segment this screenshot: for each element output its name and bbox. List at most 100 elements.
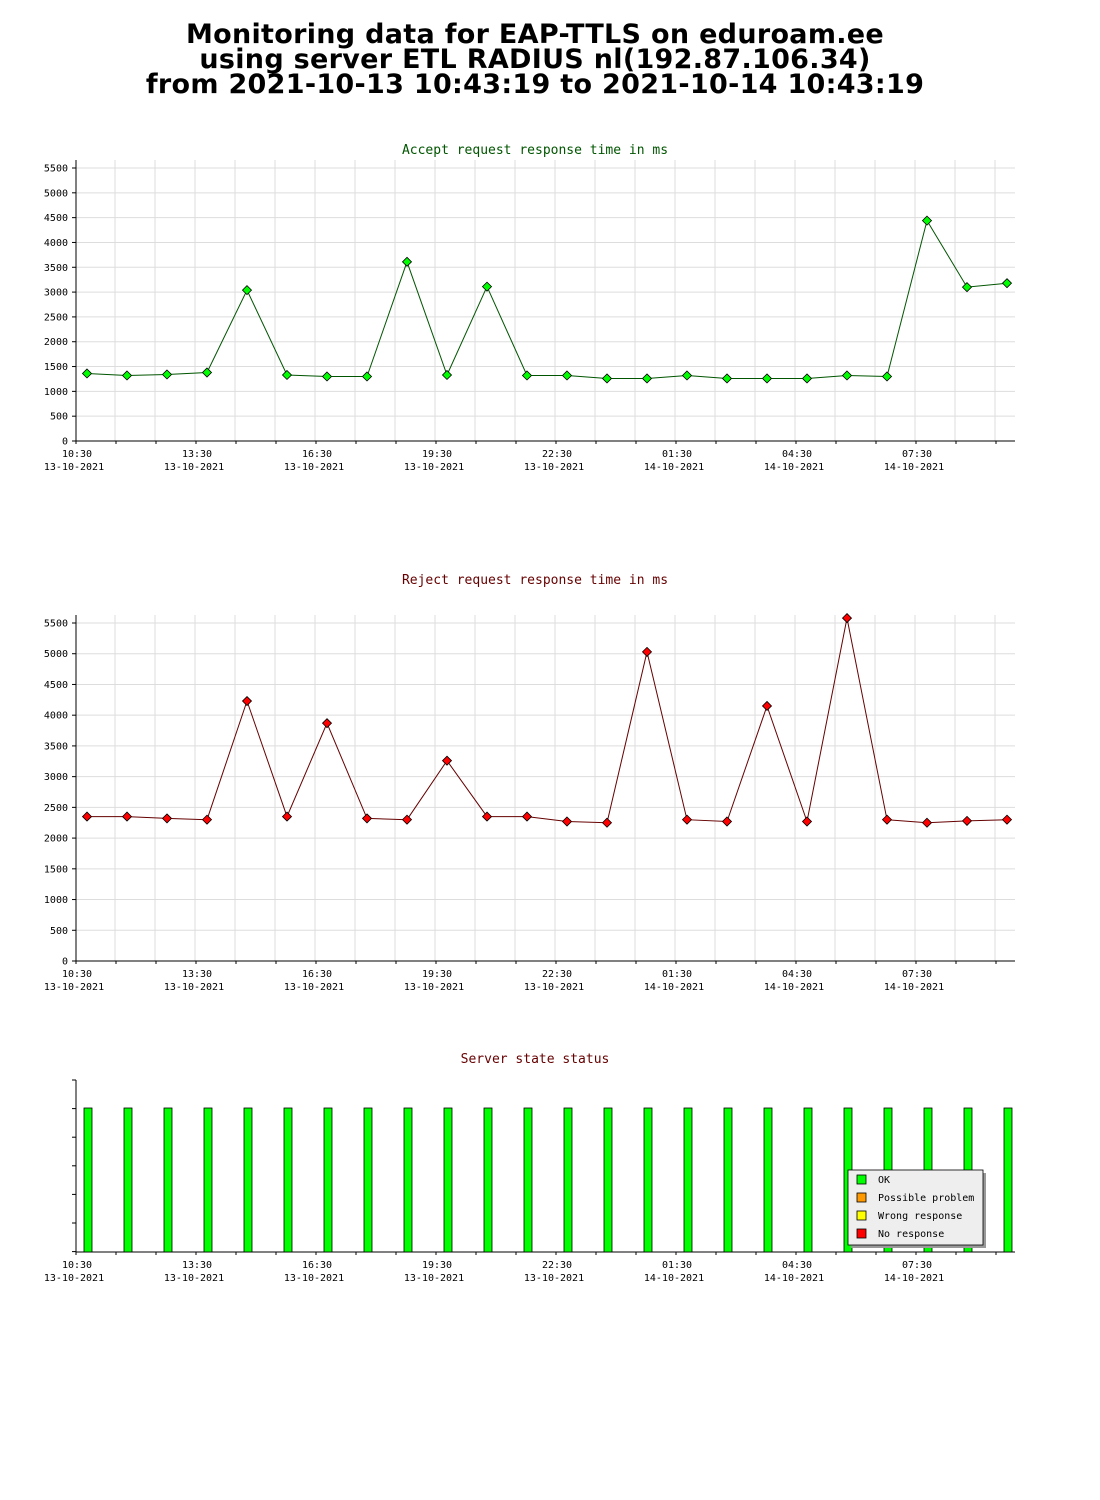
accept-data-point — [321, 371, 333, 382]
reject-x-tick-date: 13-10-2021 — [284, 982, 344, 993]
status-x-tick-date: 13-10-2021 — [164, 1273, 224, 1284]
accept-data-point — [601, 373, 613, 384]
accept-x-tick-date: 14-10-2021 — [764, 462, 824, 473]
accept-x-tick-date: 13-10-2021 — [524, 462, 584, 473]
reject-x-tick-time: 07:30 — [902, 969, 932, 980]
reject-data-point — [481, 811, 493, 822]
accept-y-tick-label: 3000 — [44, 288, 68, 299]
accept-data-point — [481, 281, 493, 292]
status-x-tick-time: 01:30 — [662, 1260, 692, 1271]
status-x-tick-date: 14-10-2021 — [764, 1273, 824, 1284]
status-bar — [803, 1107, 813, 1253]
status-x-tick-date: 13-10-2021 — [524, 1273, 584, 1284]
accept-data-point — [761, 373, 773, 384]
status-bar — [243, 1107, 253, 1253]
accept-series-line — [86, 219, 1008, 379]
accept-data-point — [961, 282, 973, 293]
status-bar — [83, 1107, 93, 1253]
accept-y-tick-label: 4500 — [44, 213, 68, 224]
reject-data-point — [841, 613, 853, 624]
status-bar — [123, 1107, 133, 1253]
status-bar — [363, 1107, 373, 1253]
status-bar — [643, 1107, 653, 1253]
accept-data-point — [401, 256, 413, 267]
reject-data-point — [721, 816, 733, 827]
reject-data-point — [281, 811, 293, 822]
accept-data-point — [841, 370, 853, 381]
status-chart-title: Server state status — [461, 1052, 610, 1067]
accept-y-tick-label: 2500 — [44, 312, 68, 323]
status-bar — [723, 1107, 733, 1253]
accept-data-point — [281, 369, 293, 381]
reject-data-point — [521, 811, 533, 822]
reject-x-tick-date: 13-10-2021 — [44, 982, 104, 993]
status-x-tick-date: 13-10-2021 — [44, 1273, 104, 1284]
reject-data-point — [201, 814, 213, 825]
accept-x-tick-date: 13-10-2021 — [404, 462, 464, 473]
reject-data-point — [1001, 814, 1013, 825]
accept-x-tick-time: 19:30 — [422, 449, 452, 460]
reject-data-point — [801, 816, 813, 827]
reject-x-tick-time: 22:30 — [542, 969, 572, 980]
accept-data-point — [521, 370, 533, 381]
accept-data-point — [1001, 278, 1013, 289]
accept-x-tick-date: 14-10-2021 — [884, 462, 944, 473]
status-x-tick-time: 04:30 — [782, 1260, 812, 1271]
reject-x-tick-time: 16:30 — [302, 969, 332, 980]
accept-data-point — [441, 369, 453, 381]
title-line-1: Monitoring data for EAP-TTLS on eduroam.… — [185, 19, 885, 50]
reject-data-point — [961, 815, 973, 826]
status-bar — [403, 1107, 413, 1253]
accept-data-point — [361, 371, 373, 382]
reject-x-tick-time: 01:30 — [662, 969, 692, 980]
status-x-tick-time: 07:30 — [902, 1260, 932, 1271]
accept-data-point — [81, 368, 93, 379]
status-x-tick-time: 13:30 — [182, 1260, 212, 1271]
status-bar — [603, 1107, 613, 1253]
reject-y-tick-label: 4000 — [44, 711, 68, 722]
accept-data-point — [241, 285, 253, 296]
reject-x-tick-date: 13-10-2021 — [164, 982, 224, 993]
accept-x-tick-time: 07:30 — [902, 449, 932, 460]
legend-label: Possible problem — [878, 1193, 974, 1204]
accept-chart-title: Accept request response time in ms — [402, 143, 668, 158]
accept-x-tick-time: 22:30 — [542, 449, 572, 460]
reject-data-point — [921, 817, 933, 828]
reject-chart: 0 500 1000 1500 2000 2500 3000 3500 4000 4500 5000… — [44, 613, 1015, 993]
legend-swatch — [856, 1174, 867, 1185]
reject-data-point — [761, 700, 773, 712]
status-bar — [483, 1107, 493, 1253]
status-bar — [323, 1107, 333, 1253]
status-x-tick-date: 13-10-2021 — [404, 1273, 464, 1284]
accept-y-tick-label: 5500 — [44, 164, 68, 175]
status-bar — [163, 1107, 173, 1253]
accept-y-tick-label: 3500 — [44, 263, 68, 274]
accept-data-point — [921, 215, 933, 226]
reject-y-tick-label: 0 — [62, 957, 68, 968]
reject-data-point — [321, 718, 333, 729]
status-x-tick-date: 14-10-2021 — [644, 1273, 704, 1284]
status-x-tick-time: 19:30 — [422, 1260, 452, 1271]
accept-x-tick-time: 13:30 — [182, 449, 212, 460]
reject-data-point — [361, 813, 373, 824]
reject-y-tick-label: 1500 — [44, 864, 68, 875]
reject-data-point — [441, 755, 453, 766]
page-title: Monitoring data for EAP-TTLS on eduroam.… — [0, 19, 1070, 98]
reject-y-tick-label: 3500 — [44, 741, 68, 752]
status-bar — [283, 1107, 293, 1253]
legend-box — [847, 1169, 984, 1246]
reject-series-line — [87, 618, 1008, 824]
legend-label: OK — [878, 1175, 890, 1186]
reject-y-tick-label: 4500 — [44, 680, 68, 691]
accept-data-point — [681, 370, 693, 381]
status-x-tick-time: 22:30 — [542, 1260, 572, 1271]
reject-data-point — [161, 813, 173, 824]
accept-chart: 0 500 1000 1500 2000 2500 3000 3500 4000 4500 5000… — [44, 160, 1015, 473]
accept-x-tick-date: 13-10-2021 — [164, 462, 224, 473]
reject-x-tick-time: 19:30 — [422, 969, 452, 980]
reject-data-point — [121, 811, 133, 822]
status-x-tick-date: 13-10-2021 — [284, 1273, 344, 1284]
reject-data-point — [241, 695, 253, 707]
legend-label: No response — [878, 1229, 944, 1240]
legend-swatch — [856, 1228, 867, 1239]
